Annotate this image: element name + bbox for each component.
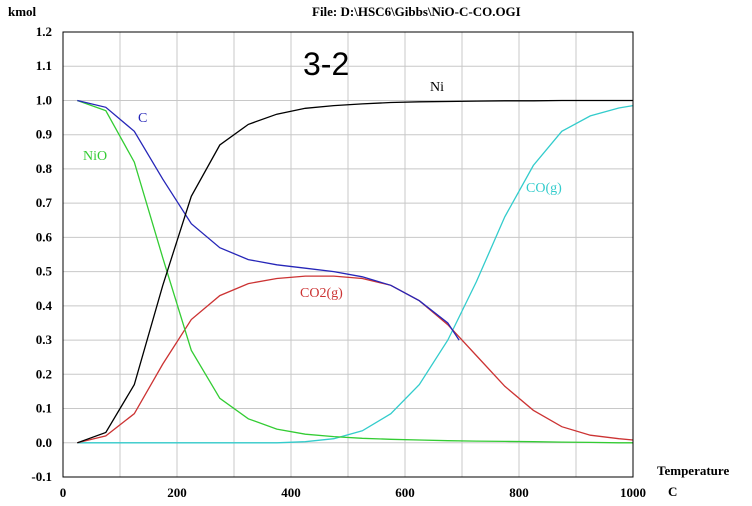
y-tick-label: 0.0 xyxy=(36,435,52,450)
y-tick-label: 0.5 xyxy=(36,264,53,279)
y-tick-label: 0.7 xyxy=(36,195,53,210)
x-tick-label: 0 xyxy=(60,485,67,500)
x-tick-label: 200 xyxy=(167,485,187,500)
series-label-co-g: CO(g) xyxy=(526,181,562,196)
x-tick-label: 600 xyxy=(395,485,415,500)
x-axis-label: Temperature xyxy=(657,463,729,478)
series-label-nio: NiO xyxy=(83,149,107,164)
y-tick-label: 0.6 xyxy=(36,229,53,244)
series-label-c: C xyxy=(138,111,147,126)
y-tick-label: 0.3 xyxy=(36,332,53,347)
y-tick-label: 0.8 xyxy=(36,161,53,176)
big-label: 3-2 xyxy=(303,46,349,82)
series-line-co-g xyxy=(77,104,634,444)
series-labels: Ni C NiO CO2(g) CO(g) xyxy=(83,80,562,301)
x-tick-label: 800 xyxy=(509,485,529,500)
series-line-co2-g xyxy=(77,275,634,444)
x-tick-label: 1000 xyxy=(620,485,646,500)
y-tick-label: 1.0 xyxy=(36,92,52,107)
y-tick-label: 1.1 xyxy=(36,58,52,73)
series-line-nio xyxy=(77,99,633,444)
y-tick-labels: -0.1 0.0 0.1 0.2 0.3 0.4 0.5 0.6 0.7 0.8 0.9 1.0 1.1… xyxy=(31,24,52,484)
x-tick-labels: 0 200 400 600 800 1000 xyxy=(60,485,646,500)
y-axis-label: kmol xyxy=(8,4,37,19)
plot-frame xyxy=(62,31,634,478)
y-tick-label: 0.2 xyxy=(36,366,52,381)
y-tick-label: 0.9 xyxy=(36,127,53,142)
y-tick-label: 0.1 xyxy=(36,401,52,416)
y-tick-label: -0.1 xyxy=(31,469,52,484)
y-tick-label: 0.4 xyxy=(36,298,53,313)
series-lines xyxy=(77,99,634,444)
y-tick-label: 1.2 xyxy=(36,24,52,39)
series-label-co2-g: CO2(g) xyxy=(300,286,343,301)
file-label: File: D:\HSC6\Gibbs\NiO-C-CO.OGI xyxy=(312,4,521,19)
x-axis-unit: C xyxy=(668,484,677,499)
series-line-ni xyxy=(77,99,633,444)
x-tick-label: 400 xyxy=(281,485,301,500)
series-line-c xyxy=(77,99,460,341)
series-label-ni: Ni xyxy=(430,80,444,95)
